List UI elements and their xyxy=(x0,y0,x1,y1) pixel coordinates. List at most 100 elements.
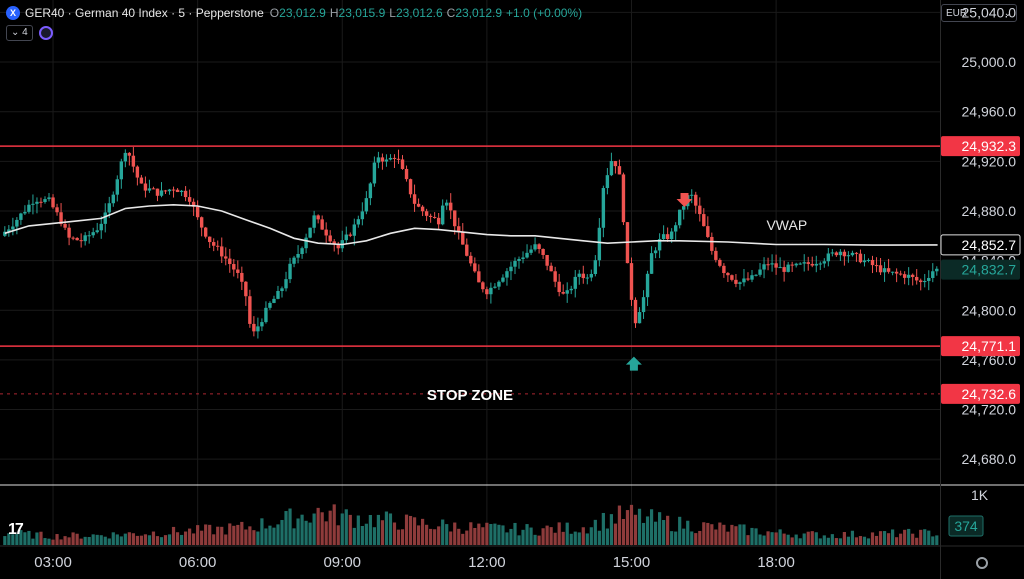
symbol-title[interactable]: GER40 · German 40 Index · 5 · Pepperston… xyxy=(25,6,264,20)
candle-body xyxy=(621,174,626,223)
volume-bar xyxy=(87,536,91,545)
volume-bar xyxy=(895,537,899,545)
volume-bar xyxy=(412,517,417,545)
currency-select[interactable]: EUR ⌄ xyxy=(941,4,1017,22)
volume-bar xyxy=(653,521,658,545)
volume-bar xyxy=(762,535,766,545)
volume-bar xyxy=(324,521,328,545)
candle-body xyxy=(521,257,525,260)
candle-body xyxy=(493,286,497,288)
volume-bar xyxy=(678,516,682,545)
volume-bar xyxy=(425,524,429,545)
candle-body xyxy=(706,226,710,237)
candle-body xyxy=(35,201,39,204)
volume-bar xyxy=(296,518,300,545)
candle-body xyxy=(730,275,734,280)
candle-body xyxy=(115,179,119,195)
volume-bar xyxy=(919,529,923,545)
candle-body xyxy=(95,230,99,233)
volume-bar xyxy=(903,529,907,545)
candle-body xyxy=(806,262,810,264)
candle-body xyxy=(179,190,184,193)
volume-current-bg xyxy=(948,515,984,537)
volume-bar xyxy=(276,524,280,545)
volume-bar xyxy=(308,522,312,545)
candle-body xyxy=(774,263,778,268)
volume-bar xyxy=(485,522,489,545)
candle-body xyxy=(682,206,686,210)
volume-bars xyxy=(3,504,939,545)
candle-body xyxy=(710,236,714,251)
candle-body xyxy=(573,276,577,289)
candle-body xyxy=(931,271,935,278)
candle-body xyxy=(428,215,433,217)
settings-gear-icon[interactable] xyxy=(976,557,988,569)
candle-body xyxy=(906,274,911,278)
candle-body xyxy=(228,258,232,265)
volume-bar xyxy=(593,519,597,545)
volume-bar xyxy=(111,532,115,545)
volume-bar xyxy=(545,525,549,545)
candle-body xyxy=(750,275,754,280)
volume-bar xyxy=(461,533,465,545)
candle-body xyxy=(199,217,204,228)
candle-body xyxy=(762,264,766,270)
volume-bar xyxy=(445,524,449,545)
volume-bar xyxy=(388,513,393,545)
volume-bar xyxy=(750,527,754,545)
volume-bar xyxy=(842,531,846,545)
candle-body xyxy=(690,194,694,196)
indicators-toggle[interactable]: ⌄ 4 xyxy=(6,25,33,41)
candle-body xyxy=(529,249,533,253)
candle-body xyxy=(352,224,357,236)
candle-body xyxy=(778,267,782,269)
volume-bar xyxy=(91,534,95,545)
candle-body xyxy=(416,203,421,207)
volume-bar xyxy=(348,514,352,545)
candle-body xyxy=(356,219,361,225)
candle-body xyxy=(83,235,87,242)
volume-bar xyxy=(501,525,505,545)
candle-body xyxy=(858,253,863,263)
volume-bar xyxy=(521,529,525,545)
candle-body xyxy=(653,250,658,254)
candle-body xyxy=(396,158,401,160)
candle-body xyxy=(846,255,851,257)
volume-bar xyxy=(718,522,722,545)
indicator-count: 4 xyxy=(22,27,28,38)
volume-bar xyxy=(280,519,284,545)
candle-body xyxy=(541,248,545,255)
volume-bar xyxy=(376,514,381,545)
tradingview-logo-icon[interactable]: 17 xyxy=(8,521,24,538)
candle-body xyxy=(798,263,802,265)
price-tick: 25,000.0 xyxy=(962,54,1017,70)
candle-body xyxy=(404,168,409,180)
volume-bar xyxy=(565,522,569,545)
candle-body xyxy=(163,190,168,192)
candle-body xyxy=(465,244,469,256)
volume-bar xyxy=(666,515,670,545)
volume-bar xyxy=(420,518,425,545)
symbol-badge-icon[interactable]: X xyxy=(6,6,20,20)
volume-bar xyxy=(368,514,372,545)
candle-body xyxy=(473,263,477,272)
vwap-price-label: 24,852.7 xyxy=(962,237,1017,253)
candle-body xyxy=(698,205,702,215)
volume-bar xyxy=(774,532,778,545)
candle-body xyxy=(7,229,11,232)
candle-body xyxy=(155,188,160,196)
volume-bar xyxy=(746,535,750,545)
price-tick: 24,680.0 xyxy=(962,451,1017,467)
volume-bar xyxy=(429,528,433,545)
volume-bar xyxy=(232,525,236,545)
candle-body xyxy=(453,210,457,227)
ohlc-low: 23,012.6 xyxy=(395,6,443,20)
volume-bar xyxy=(710,524,714,545)
candle-body xyxy=(617,166,622,175)
candle-body xyxy=(15,219,19,227)
candle-body xyxy=(782,267,786,272)
candle-body xyxy=(838,251,843,256)
candle-body xyxy=(171,189,176,191)
indicator-icon[interactable] xyxy=(38,26,53,40)
